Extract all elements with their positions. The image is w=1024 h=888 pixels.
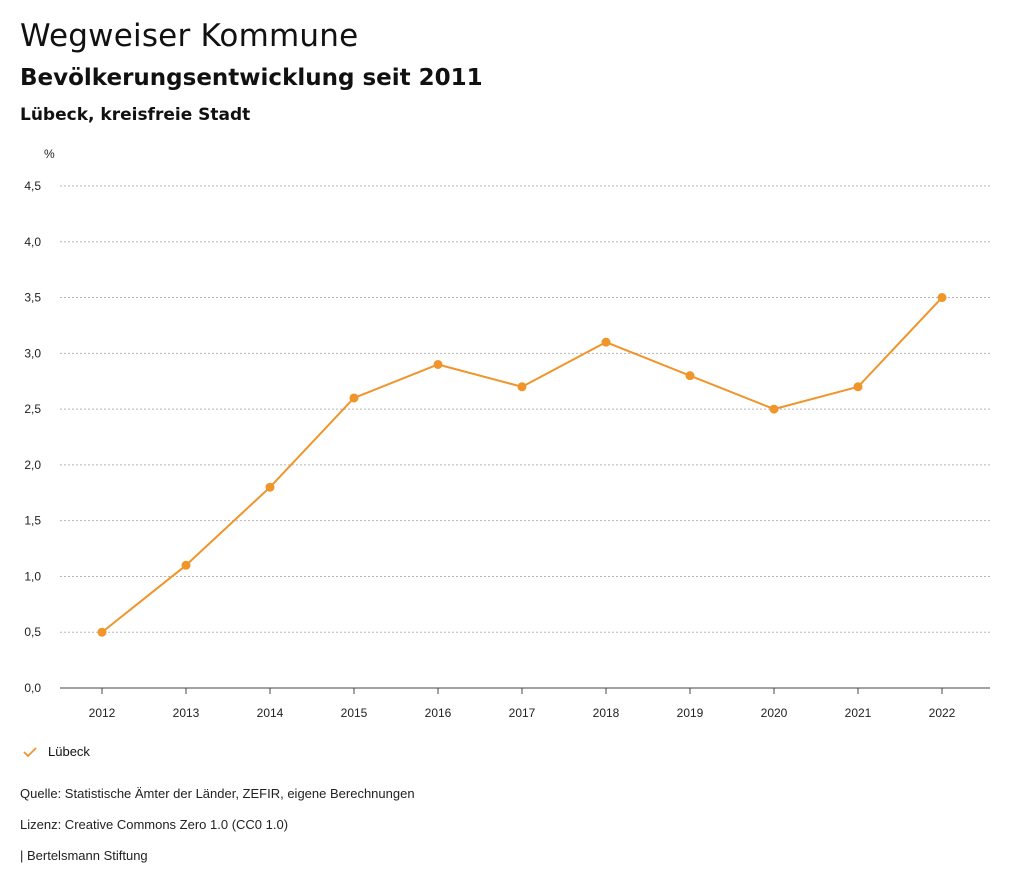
- y-tick-label: 1,0: [24, 569, 41, 583]
- publisher-note: | Bertelsmann Stiftung: [20, 848, 148, 863]
- legend-label: Lübeck: [48, 744, 90, 759]
- data-point: [517, 382, 527, 392]
- x-tick-label: 2022: [929, 706, 956, 720]
- x-tick-label: 2016: [425, 706, 452, 720]
- data-point: [349, 393, 359, 403]
- x-tick-label: 2020: [761, 706, 788, 720]
- x-tick-label: 2014: [257, 706, 284, 720]
- line-chart: % 0,0 0,5 1,0 1,5 2,0 2,5 3,0 3,5 4,0 4,5 2012 2013 2…: [24, 147, 990, 720]
- x-tick-label: 2019: [677, 706, 704, 720]
- data-point: [97, 627, 107, 637]
- y-tick-label: 4,5: [24, 179, 41, 193]
- y-tick-label: 2,5: [24, 402, 41, 416]
- chart-title: Wegweiser Kommune: [20, 18, 359, 54]
- data-point: [769, 404, 779, 414]
- y-tick-label: 4,0: [24, 235, 41, 249]
- y-tick-label: 3,0: [24, 346, 41, 360]
- data-point: [601, 337, 611, 347]
- y-axis-unit-label: %: [44, 147, 55, 161]
- y-tick-label: 3,5: [24, 291, 41, 305]
- y-tick-label: 0,5: [24, 625, 41, 639]
- legend[interactable]: Lübeck: [22, 744, 90, 759]
- y-tick-label: 2,0: [24, 458, 41, 472]
- data-point: [181, 560, 191, 570]
- chart-subtitle: Bevölkerungsentwicklung seit 2011: [20, 65, 483, 91]
- x-tick-label: 2013: [173, 706, 200, 720]
- data-point: [265, 482, 275, 492]
- data-point: [685, 371, 695, 381]
- license-note: Lizenz: Creative Commons Zero 1.0 (CC0 1…: [20, 817, 289, 832]
- x-tick-label: 2015: [341, 706, 368, 720]
- source-note: Quelle: Statistische Ämter der Länder, Z…: [20, 786, 415, 801]
- y-tick-label: 1,5: [24, 514, 41, 528]
- region-label: Lübeck, kreisfreie Stadt: [20, 105, 251, 125]
- x-tick-label: 2012: [89, 706, 116, 720]
- x-tick-label: 2017: [509, 706, 536, 720]
- x-tick-label: 2021: [845, 706, 872, 720]
- y-tick-label: 0,0: [24, 681, 41, 695]
- x-tick-label: 2018: [593, 706, 620, 720]
- data-point: [433, 359, 443, 369]
- checkmark-icon: [23, 746, 37, 757]
- data-point: [853, 382, 863, 392]
- data-point: [937, 293, 947, 303]
